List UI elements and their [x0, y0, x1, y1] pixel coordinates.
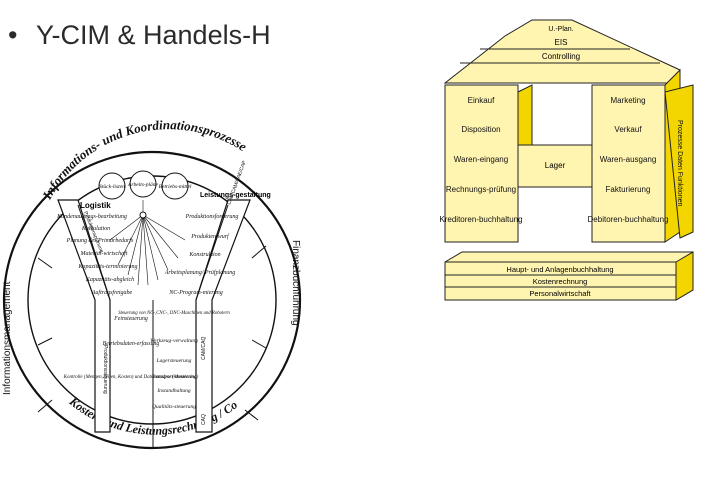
- svg-text:Kontrolle (Mengen,Zeiten, Kost: Kontrolle (Mengen,Zeiten, Kosten) und Da…: [63, 375, 199, 380]
- center-lager: Lager: [545, 161, 566, 170]
- svg-text:Einkauf: Einkauf: [468, 96, 495, 105]
- circle-arbeitsplaene: [129, 170, 157, 198]
- roof-uplan: U.-Plan.: [548, 26, 573, 33]
- svg-text:Auftragsfreigabe: Auftragsfreigabe: [91, 289, 133, 296]
- svg-text:NC-Program-mierung: NC-Program-mierung: [168, 290, 222, 296]
- svg-text:Werkzeug-verwaltung: Werkzeug-verwaltung: [150, 338, 198, 344]
- right-side-face-2: [664, 84, 694, 239]
- circle-label-3: Betriebs-mittel: [159, 184, 192, 190]
- svg-text:Instandhaltung: Instandhaltung: [156, 388, 191, 394]
- right-column-title: Leistungs-gestaltung: [200, 192, 271, 199]
- right-items: Produktionsforderung Produktentwurf Kons…: [164, 213, 239, 296]
- svg-text:Waren-ausgang: Waren-ausgang: [600, 155, 657, 164]
- left-pillar: [444, 84, 519, 243]
- svg-text:Kundenauftrags-bearbeitung: Kundenauftrags-bearbeitung: [56, 213, 127, 220]
- roof-controlling: Controlling: [542, 52, 580, 61]
- svg-text:Konstruktion: Konstruktion: [188, 252, 220, 258]
- svg-text:Marketing: Marketing: [610, 96, 645, 105]
- base-haupt: Haupt- und Anlagenbuchhaltung: [506, 265, 613, 274]
- svg-text:Steuerung von NC-,CNC-, DNC-Ma: Steuerung von NC-,CNC-, DNC-Maschinen un…: [118, 311, 230, 316]
- right-pillar: [591, 84, 666, 243]
- svg-text:Produktentwurf: Produktentwurf: [190, 233, 230, 240]
- svg-text:Produktionssteuerung: Produktionssteuerung: [102, 345, 108, 394]
- left-items: Kundenauftrags-bearbeitung Kalkulation P…: [56, 213, 137, 296]
- left-arc-text: Informationsmanagement: [2, 281, 13, 395]
- svg-text:Kapazitäts-terminierung: Kapazitäts-terminierung: [77, 264, 137, 270]
- svg-text:Debitoren-buchhaltung: Debitoren-buchhaltung: [588, 215, 669, 224]
- svg-text:Kalkulation: Kalkulation: [81, 226, 110, 232]
- svg-text:Transport-steuerung: Transport-steuerung: [151, 374, 196, 380]
- inner-side-face: [517, 84, 533, 146]
- title-text: Y-CIM & Handels-H: [36, 20, 271, 50]
- svg-text:Qualitäts-steuerung: Qualitäts-steuerung: [152, 404, 196, 410]
- side-text: Prozesse Daten Funktionen: [676, 120, 683, 206]
- svg-text:Feinsteuerung: Feinsteuerung: [113, 316, 148, 322]
- svg-text:Arbeitsplanung/ Prüfplanung: Arbeitsplanung/ Prüfplanung: [164, 269, 236, 276]
- y-right-divider: [195, 204, 229, 301]
- svg-text:Rechnungs-prüfung: Rechnungs-prüfung: [446, 185, 516, 194]
- svg-text:Disposition: Disposition: [461, 125, 500, 134]
- base-personal: Personalwirtschaft: [529, 289, 591, 298]
- ycim-diagram: Informations- und Koordinationsprozesse …: [0, 0, 310, 465]
- svg-text:Verkauf: Verkauf: [614, 125, 642, 134]
- right-pillar-items: Marketing Verkauf Waren-ausgang Fakturie…: [588, 96, 669, 224]
- svg-text:CAQ: CAQ: [201, 414, 207, 425]
- circle-label-2: Arbeits-pläne: [127, 182, 158, 188]
- center-node: [139, 211, 147, 219]
- center-bar: [517, 144, 593, 188]
- ycim-outer-circle: [2, 150, 302, 450]
- circle-betriebsmittel: [161, 172, 189, 200]
- svg-text:Material-wirtschaft: Material-wirtschaft: [80, 250, 128, 257]
- svg-text:Kapazitäts-abgleich: Kapazitäts-abgleich: [85, 277, 134, 283]
- left-column-title: Logistik: [80, 201, 111, 210]
- svg-text:Planung des Primärbedarfs: Planung des Primärbedarfs: [66, 237, 134, 244]
- center-rays: [109, 200, 186, 286]
- slide-title: • Y-CIM & Handels-H: [2, 20, 271, 51]
- bullet-icon: •: [8, 20, 18, 50]
- circle-stuecklisten: [98, 172, 126, 200]
- stem-left-items: Feinsteuerung Betriebsdaten-erfassung Ko…: [63, 316, 199, 380]
- ycim-background: [0, 127, 310, 465]
- svg-text:Lagersteuerung: Lagersteuerung: [156, 358, 192, 364]
- arrows: [37, 245, 267, 448]
- svg-text:Waren-eingang: Waren-eingang: [454, 155, 508, 164]
- svg-text:Fakturierung: Fakturierung: [606, 185, 651, 194]
- svg-text:CAM/CAQ: CAM/CAQ: [201, 337, 207, 360]
- left-pillar-items: Einkauf Disposition Waren-eingang Rechnu…: [439, 96, 522, 224]
- roof-eis: EIS: [555, 38, 568, 47]
- svg-text:Produktionsforderung: Produktionsforderung: [185, 213, 239, 220]
- svg-text:Betriebsdaten-erfassung: Betriebsdaten-erfassung: [103, 340, 160, 347]
- svg-text:Kreditoren-buchhaltung: Kreditoren-buchhaltung: [439, 215, 522, 224]
- right-arc-text: Finanzbuchführung: [290, 240, 301, 326]
- base-kosten: Kostenrechnung: [533, 277, 588, 286]
- y-left-divider: [77, 204, 111, 301]
- circle-label-1: Stück-listen: [99, 184, 125, 190]
- stem-right-items: Steuerung von NC-,CNC-, DNC-Maschinen un…: [118, 311, 230, 410]
- handels-h-diagram: U.-Plan. EIS Controlling Einkauf Disposi…: [439, 19, 694, 301]
